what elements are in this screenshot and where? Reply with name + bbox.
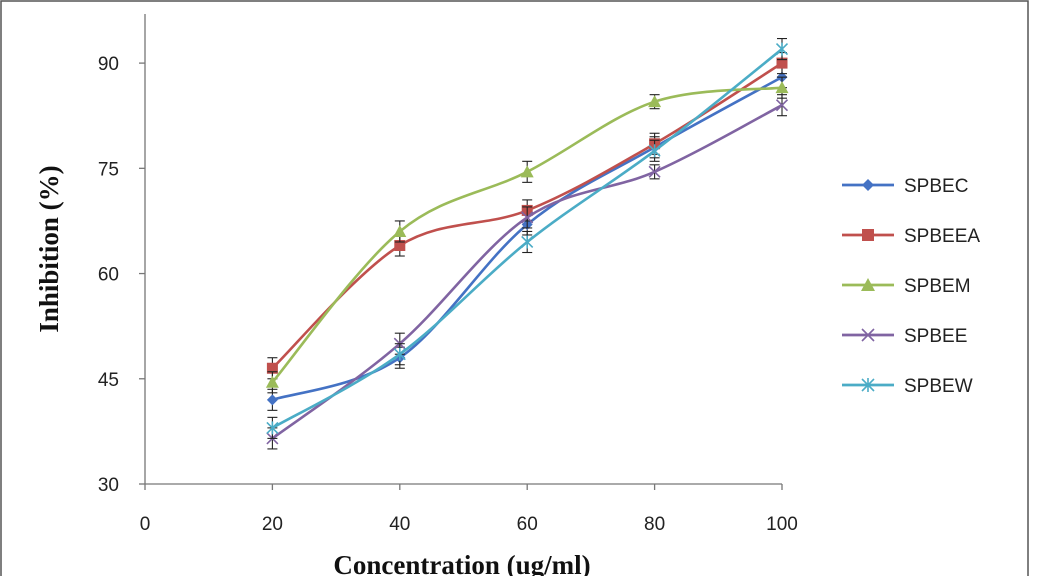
data-point [393,224,407,237]
legend-label: SPBEM [904,276,971,297]
x-tick-label: 100 [766,514,798,535]
legend-entry-spbew: SPBEW [842,376,973,397]
data-point [393,347,406,361]
y-tick-label: 30 [98,475,119,496]
legend-marker [861,378,875,392]
y-tick-label: 45 [98,370,119,391]
data-point [775,81,789,94]
legend-entry-spbem: SPBEM [842,276,971,297]
legend-label: SPBEC [904,176,968,197]
series-spbew [266,38,789,439]
data-point [648,165,661,178]
data-point [266,421,279,435]
x-tick-label: 60 [517,514,538,535]
series-spbem [265,76,789,394]
data-point [266,394,278,406]
legend-marker [861,328,875,342]
data-point [394,239,406,251]
data-point [775,42,789,56]
legend-label: SPBEEA [904,226,980,247]
legend-entry-spbee: SPBEE [842,326,967,347]
series-line-spbem [271,86,783,384]
data-point [520,165,534,178]
legend-marker [862,179,874,191]
data-point [521,211,534,224]
x-axis-title: Concentration (ug/ml) [333,550,590,576]
data-point [775,99,789,112]
x-tick-label: 40 [389,514,410,535]
y-tick-label: 75 [98,159,119,180]
legend-label: SPBEE [904,326,967,347]
data-point [648,144,661,158]
legend: SPBEC SPBEEA SPBEM SPBEE SPBEW [842,176,980,397]
legend-marker [862,229,874,241]
axes: 30 45 60 75 90 0 20 40 60 80 100 [98,14,798,535]
x-tick-label: 80 [644,514,665,535]
y-tick-label: 90 [98,54,119,75]
legend-entry-spbeea: SPBEEA [842,226,980,247]
y-tick-label: 60 [98,265,119,286]
y-axis-title: Inhibition (%) [34,165,64,332]
legend-entry-spbec: SPBEC [842,176,968,197]
series-line-spbee [271,104,783,440]
x-tick-label: 0 [140,514,151,535]
series-layer [265,38,789,450]
legend-label: SPBEW [904,376,973,397]
series-spbee [266,94,789,450]
x-tick-label: 20 [262,514,283,535]
data-point [265,375,279,388]
legend-marker [861,278,875,291]
data-point [521,235,534,249]
data-point [776,57,788,69]
data-point [266,362,278,374]
data-point [648,95,662,108]
